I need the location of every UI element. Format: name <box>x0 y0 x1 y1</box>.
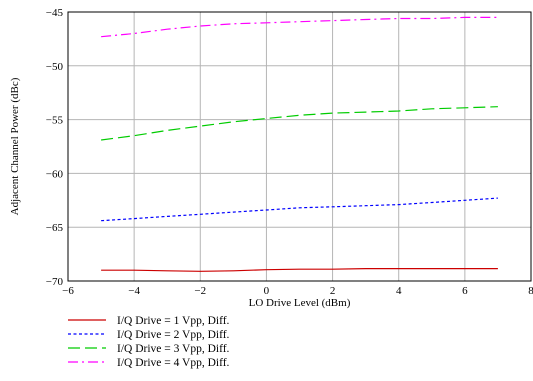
x-tick-label: −2 <box>194 285 206 297</box>
x-tick-label: 4 <box>396 285 402 297</box>
x-tick-label: 2 <box>330 285 336 297</box>
series-line-2 <box>101 197 498 222</box>
x-tick-label: 6 <box>462 285 468 297</box>
legend-label-3: I/Q Drive = 3 Vpp, Diff. <box>117 343 230 355</box>
x-tick-label: −4 <box>128 285 140 297</box>
legend-label-1: I/Q Drive = 1 Vpp, Diff. <box>117 315 230 327</box>
tick-labels: −6 −4 −2 0 2 4 6 8 −70 −65 −60 −55 −50 −45 <box>46 7 533 297</box>
y-tick-label: −65 <box>46 222 64 234</box>
x-tick-label: 0 <box>264 285 270 297</box>
legend: I/Q Drive = 1 Vpp, Diff. I/Q Drive = 2 Vp… <box>68 315 230 369</box>
x-tick-label: −6 <box>62 285 74 297</box>
series-line-3 <box>101 106 498 141</box>
y-tick-label: −55 <box>46 115 64 127</box>
series-group <box>101 16 498 272</box>
series-line-1 <box>101 268 498 272</box>
y-tick-label: −60 <box>46 168 64 180</box>
legend-label-2: I/Q Drive = 2 Vpp, Diff. <box>117 329 230 341</box>
y-axis-title: Adjacent Channel Power (dBc) <box>9 77 21 215</box>
plot-area-frame <box>67 11 532 282</box>
x-axis-title: LO Drive Level (dBm) <box>249 297 351 309</box>
legend-label-4: I/Q Drive = 4 Vpp, Diff. <box>117 357 230 369</box>
grid <box>67 11 532 282</box>
y-tick-label: −70 <box>46 276 64 288</box>
x-tick-label: 8 <box>528 285 533 297</box>
y-tick-label: −45 <box>46 7 64 19</box>
y-tick-label: −50 <box>46 61 64 73</box>
series-line-4 <box>101 16 498 38</box>
